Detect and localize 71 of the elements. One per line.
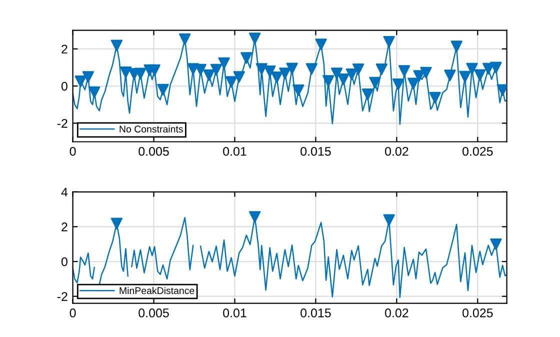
point	[82, 71, 94, 83]
point	[459, 70, 471, 83]
y-tick-label: 2	[62, 44, 68, 54]
point	[376, 63, 388, 76]
point	[248, 32, 261, 44]
y-tick-label: 0	[61, 257, 68, 266]
y-tick-label: 2	[62, 222, 68, 232]
point	[496, 84, 507, 96]
x-tick-label: 0.015	[300, 308, 331, 318]
x-tick-label: 0.025	[462, 308, 493, 318]
point	[420, 66, 432, 79]
point	[352, 63, 364, 76]
x-tick-label: 0.01	[223, 146, 246, 156]
point	[444, 70, 456, 82]
point	[225, 76, 238, 88]
point	[157, 84, 169, 96]
point	[286, 62, 298, 74]
point	[218, 57, 230, 70]
point	[279, 68, 291, 80]
point	[383, 214, 395, 226]
point	[74, 76, 86, 88]
y-tick-label: 4	[61, 188, 68, 196]
point	[413, 70, 425, 82]
point	[179, 33, 191, 46]
point	[466, 62, 478, 75]
point	[369, 76, 381, 89]
point	[120, 66, 132, 78]
point	[256, 63, 268, 75]
y-tick-label: -2	[57, 292, 68, 301]
point	[233, 71, 245, 83]
point	[292, 84, 304, 96]
point	[490, 62, 502, 74]
point	[408, 78, 420, 90]
point	[322, 75, 334, 87]
x-tick-label: 0.005	[138, 308, 169, 318]
x-tick-label: 0.02	[385, 146, 408, 156]
point	[210, 64, 222, 76]
point	[203, 69, 215, 82]
point	[264, 66, 276, 78]
point	[315, 38, 327, 50]
point	[134, 68, 146, 80]
x-tick-label: 0.02	[385, 308, 408, 318]
point	[450, 40, 462, 52]
legend-label: MinPeakDistance	[120, 286, 194, 294]
point	[306, 63, 318, 75]
point	[330, 68, 343, 80]
point	[148, 64, 160, 76]
x-tick-label: 0.005	[138, 146, 169, 156]
x-tick-label: 0.015	[300, 146, 331, 156]
point	[362, 88, 374, 100]
point	[240, 52, 252, 64]
x-tick-label: 0.01	[223, 308, 246, 318]
legend-label: No Constraints	[120, 125, 183, 133]
y-tick-label: -2	[57, 118, 68, 128]
point	[392, 78, 404, 90]
x-tick-label: 0	[70, 146, 76, 156]
y-tick-label: 0	[61, 82, 68, 91]
x-tick-label: 0	[70, 308, 76, 318]
point	[110, 40, 123, 52]
point	[346, 68, 358, 80]
point	[383, 36, 395, 48]
point	[429, 92, 441, 104]
point	[248, 211, 261, 223]
point	[398, 65, 410, 77]
point	[338, 74, 350, 86]
x-tick-label: 0.025	[462, 146, 493, 156]
point	[474, 69, 486, 81]
point	[271, 71, 283, 84]
point	[88, 86, 100, 98]
point	[110, 218, 123, 230]
point	[490, 238, 502, 250]
